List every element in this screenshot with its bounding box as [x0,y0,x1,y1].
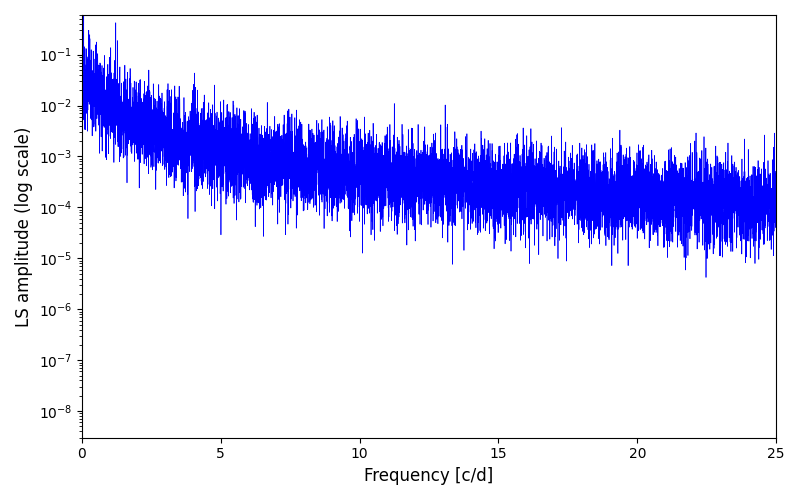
Y-axis label: LS amplitude (log scale): LS amplitude (log scale) [15,126,33,326]
X-axis label: Frequency [c/d]: Frequency [c/d] [364,467,494,485]
